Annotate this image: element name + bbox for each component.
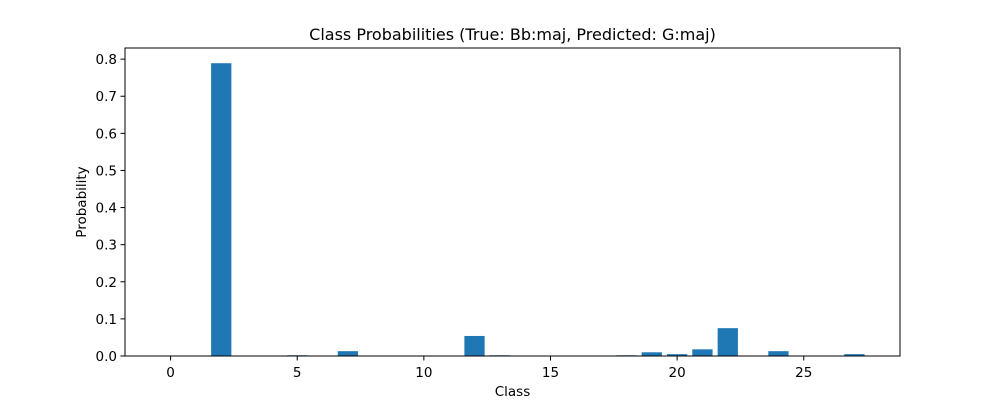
y-axis: 0.0 0.1 0.2 0.3 0.4 0.5 0.6 0.7 0.8 [96,52,125,365]
y-tick-label: 0.8 [96,52,117,68]
plot-frame [124,47,901,357]
x-axis: 0 5 10 15 20 25 [166,356,812,381]
chart-title: Class Probabilities (True: Bb:maj, Predi… [309,25,716,44]
x-tick-label: 0 [166,365,175,381]
y-tick-label: 0.4 [96,201,117,217]
bars-group [211,63,865,357]
bar-class-12 [464,335,485,356]
x-axis-label: Class [495,384,531,400]
y-tick-label: 0.2 [96,275,117,291]
y-tick-label: 0.7 [96,89,117,105]
x-tick-label: 15 [542,365,559,381]
bar-class-22 [717,328,738,356]
y-tick-label: 0.6 [96,126,117,142]
x-tick-label: 20 [669,365,686,381]
bar-class-24 [768,351,789,356]
bar-class-19 [641,352,662,356]
y-tick-label: 0.5 [96,163,117,179]
bar-class-20 [666,354,688,356]
y-tick-label: 0.0 [96,349,117,365]
y-tick-label: 0.3 [96,238,117,254]
y-axis-label: Probability [74,166,90,237]
x-tick-label: 10 [415,365,432,381]
bar-class-27 [844,354,865,356]
x-tick-label: 5 [293,365,302,381]
bar-class-7 [337,351,359,356]
bar-class-2 [211,63,232,357]
x-tick-label: 25 [795,365,812,381]
bar-class-21 [692,349,713,356]
y-tick-label: 0.1 [96,312,117,328]
